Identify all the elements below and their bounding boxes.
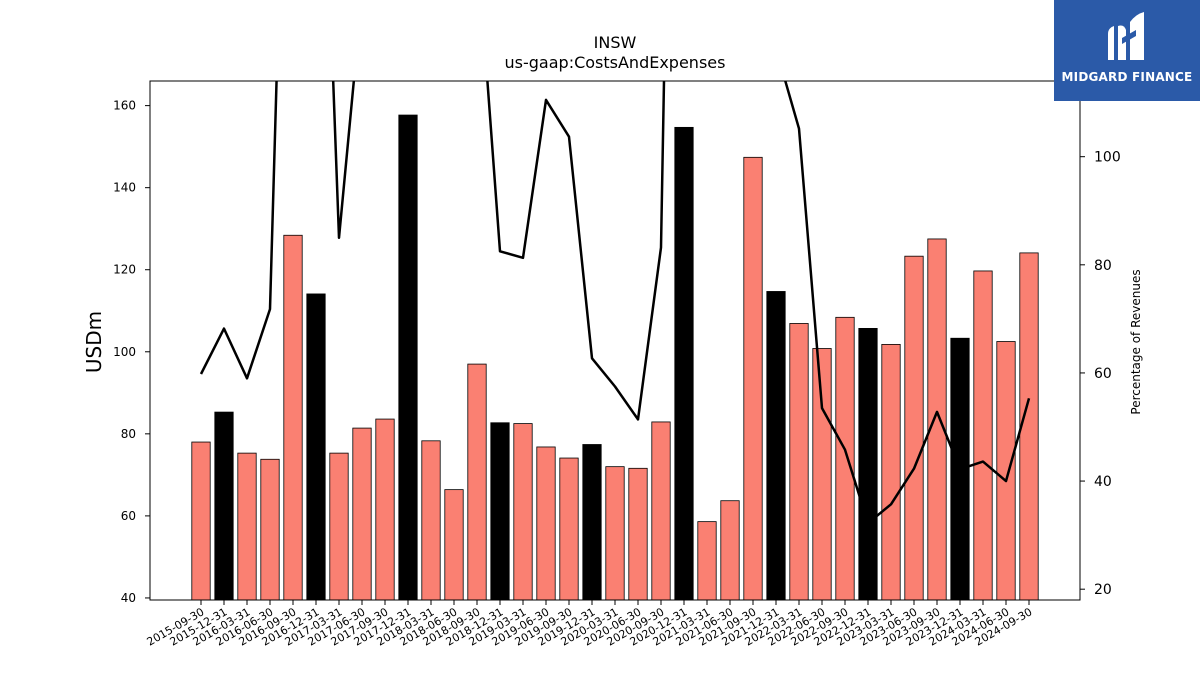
y-tick-label-left: 160: [113, 99, 136, 113]
bar-2020-12-31: [674, 126, 694, 600]
y-tick-label-left: 140: [113, 181, 136, 195]
bar-2021-12-31: [766, 291, 786, 600]
bar-2024-06-30: [996, 341, 1016, 600]
y-tick-label-right: 40: [1094, 474, 1112, 490]
bar-2019-12-31: [582, 444, 602, 600]
y-axis-label-left: USDm: [82, 311, 106, 373]
bar-2021-06-30: [720, 500, 740, 600]
bar-2020-03-31: [605, 466, 625, 600]
bar-2018-06-30: [444, 489, 464, 600]
bar-2024-03-31: [973, 270, 993, 600]
y-tick-label-right: 100: [1094, 150, 1121, 166]
bar-2021-09-30: [743, 156, 763, 600]
bar-2015-12-31: [214, 411, 234, 600]
bar-2019-06-30: [536, 446, 556, 600]
y-axis-left: 40 60 80 100 120 140 160: [113, 99, 150, 605]
line-percentage-of-revenues: [199, 81, 1031, 525]
y-tick-label-left: 80: [121, 427, 136, 441]
bar-2023-09-30: [927, 238, 947, 600]
y-tick-label-left: 40: [121, 591, 136, 605]
bar-2018-09-30: [467, 363, 487, 600]
brand-logo: MIDGARD FINANCE: [1054, 0, 1200, 101]
chart-subtitle: us-gaap:CostsAndExpenses: [505, 53, 726, 72]
bar-2021-03-31: [697, 521, 717, 600]
bar-2016-03-31: [237, 452, 257, 600]
bar-series: [191, 114, 1039, 600]
bar-2017-06-30: [352, 427, 372, 600]
y-tick-label-right: 60: [1094, 366, 1112, 382]
bar-2020-06-30: [628, 467, 648, 600]
line-series: [199, 81, 1031, 525]
bar-2015-09-30: [191, 441, 211, 600]
bar-2018-03-31: [421, 440, 441, 600]
y-tick-label-left: 60: [121, 509, 136, 523]
bar-2018-12-31: [490, 422, 510, 600]
bar-2019-09-30: [559, 457, 579, 600]
bar-2017-03-31: [329, 452, 349, 600]
bar-2023-06-30: [904, 255, 924, 600]
bar-2022-03-31: [789, 323, 809, 600]
y-tick-label-left: 100: [113, 345, 136, 359]
bar-2023-03-31: [881, 343, 901, 600]
y-tick-label-right: 20: [1094, 582, 1112, 598]
bar-2017-12-31: [398, 114, 418, 600]
y-axis-label-right: Percentage of Revenues: [1129, 269, 1143, 414]
bar-2017-09-30: [375, 418, 395, 600]
bar-2024-09-30: [1019, 252, 1039, 600]
chart-title: INSW: [594, 33, 637, 52]
y-axis-right: 20 40 60 80 100: [1080, 150, 1121, 598]
y-tick-label-left: 120: [113, 263, 136, 277]
bar-2019-03-31: [513, 423, 533, 600]
bar-2022-06-30: [812, 348, 832, 600]
bar-2016-09-30: [283, 234, 303, 600]
y-tick-label-right: 80: [1094, 258, 1112, 274]
bar-2020-09-30: [651, 421, 671, 600]
bar-2022-12-31: [858, 327, 878, 600]
logo-mark-icon: [1108, 12, 1144, 60]
x-axis: 2015-09-302015-12-312016-03-312016-06-30…: [145, 600, 1035, 649]
bar-2022-09-30: [835, 316, 855, 600]
bar-2016-12-31: [306, 293, 326, 600]
logo-text: MIDGARD FINANCE: [1061, 70, 1193, 84]
bar-2016-06-30: [260, 458, 280, 600]
